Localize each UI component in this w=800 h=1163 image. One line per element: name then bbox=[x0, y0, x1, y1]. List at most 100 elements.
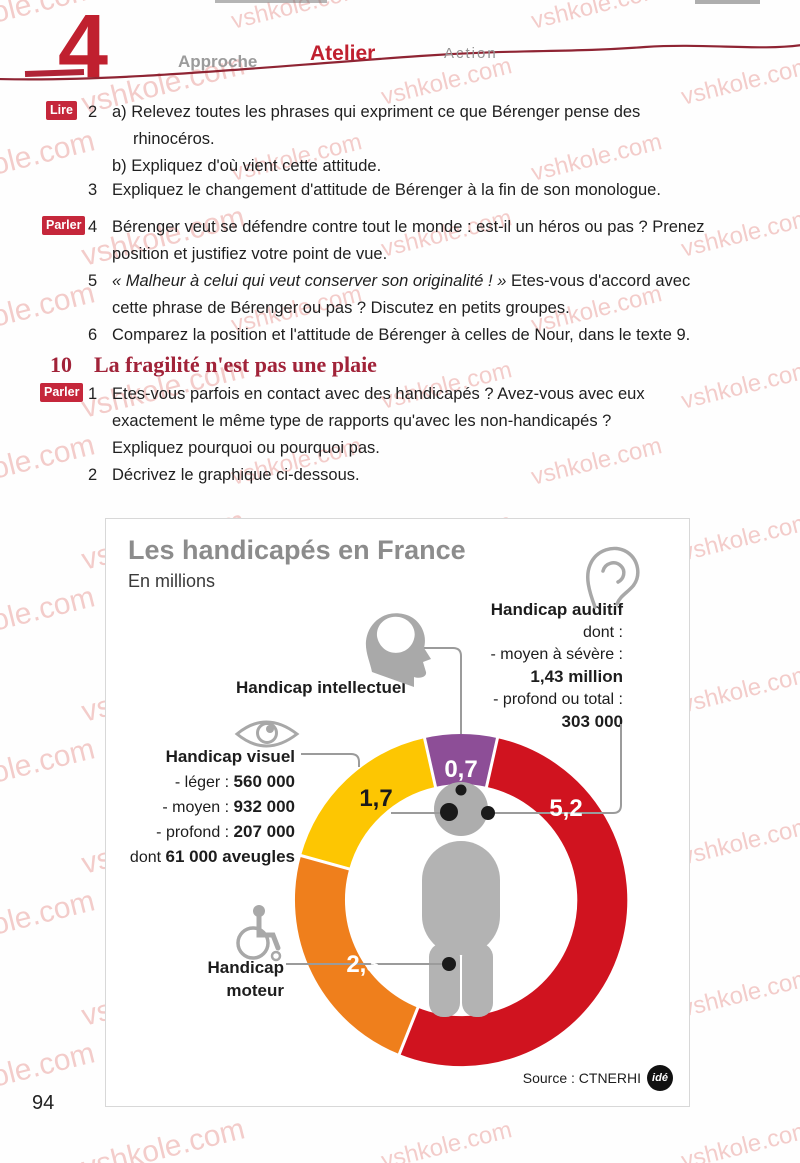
dot-intellectuel bbox=[455, 784, 467, 796]
connector-visuel-stub bbox=[301, 753, 360, 767]
person-figure bbox=[422, 782, 500, 1017]
value-visuel: 1,7 bbox=[359, 785, 392, 812]
item-number: 6 bbox=[88, 326, 98, 344]
connector-intellectuel bbox=[421, 647, 462, 734]
watermark: vshkole.com bbox=[0, 732, 99, 805]
segment-intellectuel bbox=[424, 734, 498, 788]
watermark: vshkole.com bbox=[0, 276, 99, 349]
label-visuel-line: - moyen : bbox=[162, 799, 234, 816]
watermark: vshkole.com bbox=[678, 52, 800, 111]
header-curve bbox=[0, 44, 800, 81]
source-label: Source : CTNERHI bbox=[522, 1070, 641, 1086]
exercise-text: Etes-vous d'accord avec cette phrase de … bbox=[112, 272, 691, 317]
badge-lire: Lire bbox=[46, 101, 77, 120]
watermark: vshkole.com bbox=[678, 508, 800, 567]
label-visuel-line: dont bbox=[129, 849, 166, 866]
section-number: 10 bbox=[50, 352, 72, 377]
item-number: 1 bbox=[88, 385, 98, 403]
item-number: 4 bbox=[88, 218, 98, 236]
label-auditif-line: - profond ou total : bbox=[493, 691, 623, 708]
person-head bbox=[434, 782, 488, 836]
label-intellectuel-title: Handicap intellectuel bbox=[235, 678, 407, 697]
label-moteur: Handicap moteur bbox=[207, 956, 284, 1002]
connector-dots bbox=[440, 784, 495, 971]
wheelchair-icon bbox=[236, 905, 282, 962]
label-visuel-value: 207 000 bbox=[233, 822, 295, 841]
person-left-leg bbox=[429, 943, 460, 1017]
label-auditif-line: - moyen à sévère : bbox=[490, 646, 624, 663]
exercise-item: a) Relevez toutes les phrases qui exprim… bbox=[112, 99, 672, 180]
segment-moteur bbox=[294, 855, 419, 1055]
segment-auditif bbox=[399, 738, 628, 1067]
donut-segments bbox=[294, 734, 628, 1067]
label-auditif-value: 303 000 bbox=[561, 712, 623, 731]
label-visuel-line: - profond : bbox=[156, 824, 234, 841]
label-visuel: Handicap visuel - léger : 560 000 - moye… bbox=[130, 745, 295, 870]
label-visuel-title: Handicap visuel bbox=[165, 747, 295, 766]
infographic-box: Les handicapés en France En millions Han… bbox=[105, 518, 690, 1107]
page-number: 94 bbox=[32, 1092, 55, 1114]
value-intellectuel: 0,7 bbox=[444, 756, 477, 783]
label-auditif-line: dont : bbox=[582, 624, 623, 641]
watermark: vshkole.com bbox=[378, 1116, 515, 1163]
person-right-leg bbox=[462, 943, 493, 1017]
dot-moteur bbox=[442, 957, 456, 971]
item-number: 5 bbox=[88, 272, 98, 290]
label-visuel-value: 61 000 aveugles bbox=[165, 847, 295, 866]
watermark: vshkole.com bbox=[0, 428, 99, 501]
watermark: vshkole.com bbox=[678, 660, 800, 719]
watermark: vshkole.com bbox=[678, 964, 800, 1023]
watermark: vshkole.com bbox=[678, 1116, 800, 1163]
badge-parler: Parler bbox=[40, 383, 84, 402]
label-visuel-value: 932 000 bbox=[233, 797, 295, 816]
dot-auditif bbox=[481, 806, 495, 820]
watermark: vshkole.com bbox=[78, 1112, 249, 1163]
label-moteur-title: Handicap bbox=[207, 958, 284, 977]
exercise-text: Bérenger veut se défendre contre tout le… bbox=[112, 218, 705, 263]
watermark: vshkole.com bbox=[678, 812, 800, 871]
eye-icon bbox=[234, 720, 300, 748]
chart-subtitle: En millions bbox=[128, 571, 216, 591]
exercise-text: Comparez la position et l'attitude de Bé… bbox=[112, 326, 691, 344]
value-auditif: 5,2 bbox=[549, 795, 582, 822]
watermark: vshkole.com bbox=[678, 356, 800, 415]
tab-atelier: Atelier bbox=[310, 42, 376, 65]
exercise-quote: « Malheur à celui qui veut conserver son… bbox=[112, 272, 507, 290]
label-auditif: Handicap auditif dont : - moyen à sévère… bbox=[491, 599, 624, 734]
segment-separators bbox=[294, 731, 501, 1061]
source-logo: idé bbox=[647, 1065, 673, 1091]
exercise-text: Décrivez le graphique ci-dessous. bbox=[112, 466, 360, 484]
badge-parler: Parler bbox=[42, 216, 86, 235]
watermark: vshkole.com bbox=[0, 884, 99, 957]
tab-action: Action bbox=[444, 45, 498, 62]
exercise-item: « Malheur à celui qui veut conserver son… bbox=[112, 268, 712, 322]
exercise-text: Expliquez le changement d'attitude de Bé… bbox=[112, 181, 661, 199]
segment-visuel bbox=[301, 738, 437, 870]
value-moteur: 2,3 bbox=[346, 951, 379, 978]
dot-visuel bbox=[440, 803, 458, 821]
unit-number: 4 bbox=[58, 0, 109, 97]
section-title: La fragilité n'est pas une plaie bbox=[94, 352, 377, 377]
connector-auditif bbox=[494, 724, 622, 814]
scan-artifact bbox=[695, 0, 760, 4]
item-number: 2 bbox=[88, 466, 98, 484]
segment-labels: 0,7 1,7 5,2 2,3 bbox=[346, 756, 582, 978]
scan-artifact bbox=[215, 0, 327, 3]
label-intellectuel: Handicap intellectuel bbox=[231, 677, 411, 700]
exercise-text: b) Expliquez d'où vient cette attitude. bbox=[112, 157, 382, 175]
chart-title: Les handicapés en France bbox=[128, 535, 466, 565]
exercise-text: Etes-vous parfois en contact avec des ha… bbox=[112, 385, 645, 457]
person-torso bbox=[422, 841, 500, 955]
watermark: vshkole.com bbox=[228, 0, 365, 35]
label-visuel-value: 560 000 bbox=[233, 772, 295, 791]
exercise-text: a) Relevez toutes les phrases qui exprim… bbox=[112, 103, 641, 148]
watermark: vshkole.com bbox=[0, 124, 99, 197]
tab-approche: Approche bbox=[178, 52, 258, 71]
item-number: 3 bbox=[88, 181, 98, 199]
head-icon bbox=[365, 613, 431, 687]
watermark: vshkole.com bbox=[0, 580, 99, 653]
label-moteur-title: moteur bbox=[226, 981, 284, 1000]
source-row: Source : CTNERHI idé bbox=[523, 1065, 673, 1091]
label-visuel-line: - léger : bbox=[174, 774, 234, 791]
